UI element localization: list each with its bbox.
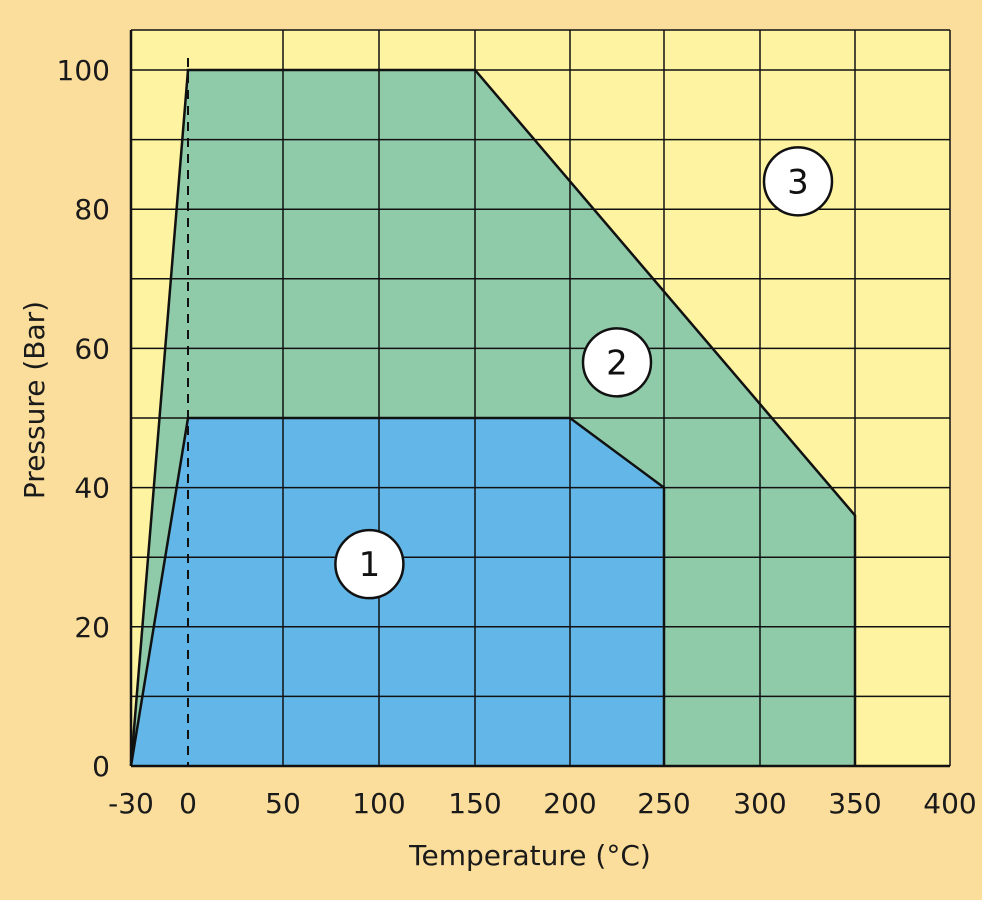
x-tick-label: 50	[265, 787, 301, 820]
x-tick-label: -30	[108, 787, 154, 820]
y-axis-label: Pressure (Bar)	[18, 301, 51, 499]
y-tick-label: 0	[92, 750, 110, 783]
x-tick-label: 0	[179, 787, 197, 820]
y-tick-labels: 0 20 40 60 80 100	[57, 54, 110, 783]
y-tick-label: 80	[74, 193, 110, 226]
region-1-outline	[129, 416, 666, 767]
x-tick-labels: -30 0 50 100 150 200 250 300 350 400	[108, 787, 977, 820]
region-2-outline	[129, 68, 857, 767]
x-tick-label: 300	[733, 787, 786, 820]
x-tick-label: 350	[828, 787, 881, 820]
zone-3-label: 3	[787, 162, 809, 202]
y-tick-label: 100	[57, 54, 110, 87]
zone-2-label: 2	[606, 343, 628, 383]
x-tick-label: 250	[637, 787, 690, 820]
x-tick-label: 400	[923, 787, 976, 820]
x-tick-label: 150	[448, 787, 501, 820]
x-tick-label: 100	[352, 787, 405, 820]
zone-3-badge	[762, 146, 834, 217]
x-tick-label: 200	[543, 787, 596, 820]
y-tick-label: 20	[74, 611, 110, 644]
y-tick-label: 60	[74, 332, 110, 365]
x-axis-label: Temperature (°C)	[408, 839, 651, 872]
zone-labels-layer: 2 1 3	[334, 146, 834, 600]
zone-1-label: 1	[359, 545, 381, 585]
zone-2-badge	[581, 327, 653, 398]
axes-layer	[129, 30, 950, 768]
region-outlines-layer	[129, 68, 857, 767]
region-1-area	[131, 418, 664, 766]
y-tick-label: 40	[74, 472, 110, 505]
zone-1-badge	[334, 528, 405, 600]
